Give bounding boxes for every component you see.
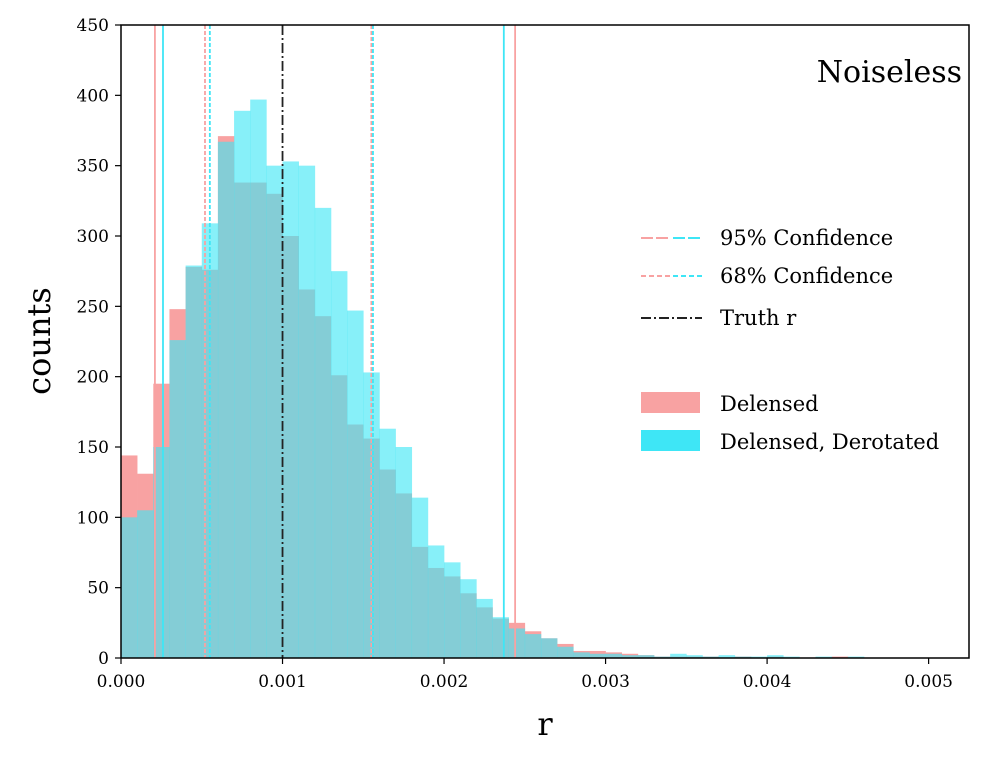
legend-label-derotated: Delensed, Derotated	[720, 430, 939, 454]
derotated-bar-15	[363, 372, 380, 658]
y-axis: 0 50 100 150 200 250 300 350 400 450	[77, 16, 121, 669]
y-tick-label-7: 350	[77, 157, 109, 177]
plot-frame	[120, 24, 970, 659]
x-axis-title: r	[537, 705, 553, 743]
y-tick-label-9: 450	[77, 16, 109, 36]
derotated-bar-20	[444, 562, 461, 658]
x-axis: 0.000 0.001 0.002 0.003 0.004 0.005	[97, 658, 953, 692]
derotated-bar-34	[670, 653, 687, 658]
derotated-bar-13	[330, 271, 348, 658]
derotated-bar-27	[557, 646, 574, 658]
derotated-bar-30	[605, 653, 623, 658]
derotated-bar-2	[153, 447, 170, 658]
x-tick-label-4: 0.004	[743, 672, 792, 692]
y-tick-label-4: 200	[77, 368, 109, 388]
y-tick-label-8: 400	[77, 86, 109, 106]
derotated-bar-32	[637, 655, 655, 658]
derotated-bar-23	[492, 617, 509, 658]
legend: 95% Confidence 68% Confidence Truth r De…	[641, 226, 939, 454]
derotated-bar-31	[621, 655, 639, 658]
derotated-bar-22	[476, 598, 493, 658]
legend-label-delensed: Delensed	[720, 392, 819, 416]
y-tick-label-2: 100	[77, 508, 109, 528]
derotated-bar-18	[411, 497, 429, 658]
legend-item-delensed: Delensed	[641, 392, 819, 416]
x-tick-label-0: 0.000	[97, 672, 146, 692]
derotated-bar-6	[217, 141, 235, 659]
derotated-bar-28	[573, 652, 590, 658]
derotated-bar-9	[266, 165, 283, 658]
derotated-bar-40	[767, 655, 784, 658]
derotated-bar-16	[379, 428, 396, 658]
y-tick-label-5: 250	[77, 297, 109, 317]
legend-item-truth: Truth r	[641, 306, 797, 330]
legend-item-derotated: Delensed, Derotated	[641, 430, 939, 454]
noise-annotation: Noiseless	[817, 55, 962, 90]
derotated-bar-4	[185, 265, 203, 658]
derotated-bars	[121, 99, 865, 659]
y-tick-label-1: 50	[87, 579, 109, 599]
legend-label-95: 95% Confidence	[720, 226, 893, 250]
derotated-bar-11	[298, 165, 316, 658]
x-tick-label-3: 0.003	[581, 672, 630, 692]
confidence-lines	[154, 25, 517, 658]
x-tick-label-2: 0.002	[420, 672, 469, 692]
legend-patch-delensed	[641, 392, 700, 413]
derotated-bar-0	[121, 517, 138, 658]
y-axis-title: counts	[20, 287, 58, 395]
derotated-bar-26	[540, 638, 558, 658]
derotated-bar-1	[137, 510, 154, 658]
derotated-bar-19	[427, 545, 445, 658]
legend-item-68: 68% Confidence	[641, 264, 893, 288]
derotated-bar-8	[250, 99, 267, 658]
derotated-bar-12	[314, 207, 332, 658]
derotated-bar-17	[395, 447, 413, 658]
x-tick-label-5: 0.005	[904, 672, 953, 692]
y-tick-label-3: 150	[77, 438, 109, 458]
derotated-bar-29	[589, 653, 606, 658]
derotated-bar-25	[524, 634, 542, 658]
legend-patch-derotated	[641, 430, 700, 451]
legend-label-truth: Truth r	[720, 306, 797, 330]
legend-label-68: 68% Confidence	[720, 264, 893, 288]
derotated-bar-7	[234, 110, 251, 659]
y-tick-label-6: 300	[77, 227, 109, 247]
derotated-bar-14	[347, 310, 364, 658]
x-tick-label-1: 0.001	[258, 672, 307, 692]
derotated-bar-37	[718, 655, 736, 658]
derotated-bar-3	[169, 340, 186, 658]
y-tick-label-0: 0	[98, 649, 109, 669]
legend-item-95: 95% Confidence	[641, 226, 893, 250]
derotated-bar-24	[508, 628, 526, 658]
derotated-bar-35	[686, 655, 703, 658]
derotated-bar-10	[282, 161, 299, 659]
derotated-bar-21	[460, 579, 477, 658]
